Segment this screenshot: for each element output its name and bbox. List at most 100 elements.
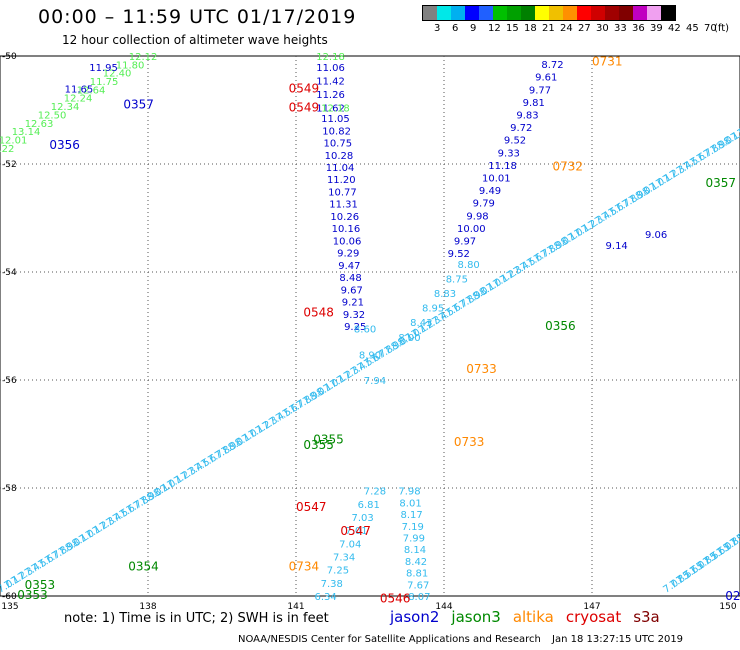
track-value: 9.49 [479,186,501,197]
track-value: 9.14 [606,241,628,252]
track-value: 8.42 [405,557,427,568]
satellite-legend: jason2 jason3 altika cryosat s3a [390,608,672,626]
x-tick-label: 144 [435,602,452,612]
footer-note: note: 1) Time is in UTC; 2) SWH is in fe… [64,611,329,626]
track-value: 9.52 [448,249,470,260]
legend-labels: 3 6 9 12 15 18 21 24 27 30 33 36 39 42 45 70 [422,23,740,35]
track-value: 12.34 [51,102,80,113]
track-value: 9.32 [343,310,365,321]
time-label: 0547 [296,500,327,514]
y-tick-label: -60 [2,592,17,602]
time-label: 0355 [313,432,344,446]
track-value: 8.01 [399,498,421,509]
track-value: 7.28 [364,487,386,498]
track-value: 9.25 [344,322,366,333]
legend-label: 70 [704,23,717,34]
track-value: 12.18 [316,52,345,63]
track-value: 9.29 [337,249,359,260]
plot-frame [0,55,740,597]
time-label: 0200 [725,589,740,603]
diagonal-track-value: 7.0 [729,126,740,144]
track-value: 8.00 [398,333,420,344]
legend-label: 12 [488,23,501,34]
track-value: 7.34 [333,553,355,564]
track-value: 9.33 [498,148,520,159]
track-value: 10.00 [457,224,486,235]
track-value: 11.80 [116,60,145,71]
time-label: 0357 [705,176,736,190]
track-value: 12.63 [25,119,54,130]
track-value: 9.61 [535,73,557,84]
legend-swatch [577,6,591,20]
page-subtitle: 12 hour collection of altimeter wave hei… [62,33,328,47]
diagonal-track-value: 7.51 [729,527,740,549]
time-label: 0549 [289,100,320,114]
time-label: 0353 [25,578,56,592]
time-label: 0734 [289,559,320,573]
track-value: 11.20 [327,175,356,186]
track-value: 9.98 [466,211,488,222]
legend-label: 3 [434,23,441,34]
satellite-cryosat: cryosat [565,608,622,626]
x-tick-label: 150 [719,602,736,612]
legend-swatch [437,6,451,20]
track-value: 9.79 [473,199,495,210]
legend-swatch [507,6,521,20]
track-value: 9.97 [454,237,476,248]
legend-swatch [549,6,563,20]
track-value: 11.26 [316,90,345,101]
track-value: 7.19 [402,522,424,533]
track-value: 9.06 [645,230,667,241]
track-value: 10.28 [325,151,354,162]
time-label: 0547 [340,524,371,538]
legend-swatch [465,6,479,20]
track-value: 12.50 [38,110,67,121]
track-value: 8.48 [339,273,361,284]
legend-swatch [479,6,493,20]
track-value: 7.03 [351,513,373,524]
legend-label: 45 [686,23,699,34]
track-value: 8.83 [434,289,456,300]
legend-swatch [647,6,661,20]
track-value: 7.25 [327,566,349,577]
legend-swatch [605,6,619,20]
track-value: 10.77 [328,187,357,198]
x-tick-label: 135 [1,602,18,612]
track-value: 7.94 [364,376,386,387]
time-label: 0732 [553,160,584,174]
track-value: 8.60 [354,325,376,336]
credit-text: NOAA/NESDIS Center for Satellite Applica… [238,634,541,645]
track-value: 12.12 [129,52,158,63]
track-value: 8.90 [359,350,381,361]
track-value: 10.16 [332,224,361,235]
time-label: 0549 [289,81,320,95]
diagonal-track-value: 7.65 [735,523,740,545]
track-value: 9.77 [529,85,551,96]
track-value: 11.75 [90,77,119,88]
track-value: 10.82 [322,126,351,137]
timestamp-text: Jan 18 13:27:15 UTC 2019 [552,634,684,645]
track-value: 8.80 [458,260,480,271]
track-value: 7.67 [407,580,429,591]
time-label: 0356 [545,319,576,333]
time-label: 0355 [303,438,334,452]
satellite-jason2: jason2 [390,608,440,626]
track-value: 11.95 [89,63,118,74]
track-value: 12.18 [321,103,350,114]
track-value: 10.06 [333,236,362,247]
legend-label: 39 [650,23,663,34]
track-value: 10.75 [323,139,352,150]
track-value: 13.14 [12,127,41,138]
legend-swatch [633,6,647,20]
legend-label: 9 [470,23,477,34]
track-value: 6.81 [358,500,380,511]
satellite-altika: altika [512,608,554,626]
track-value: 9.72 [510,123,532,134]
satellite-s3a: s3a [633,608,660,626]
legend-label: 42 [668,23,681,34]
track-value: 10.01 [482,174,511,185]
track-value: 7.98 [398,487,420,498]
track-value: 12.22 [0,144,14,155]
legend-swatch [563,6,577,20]
